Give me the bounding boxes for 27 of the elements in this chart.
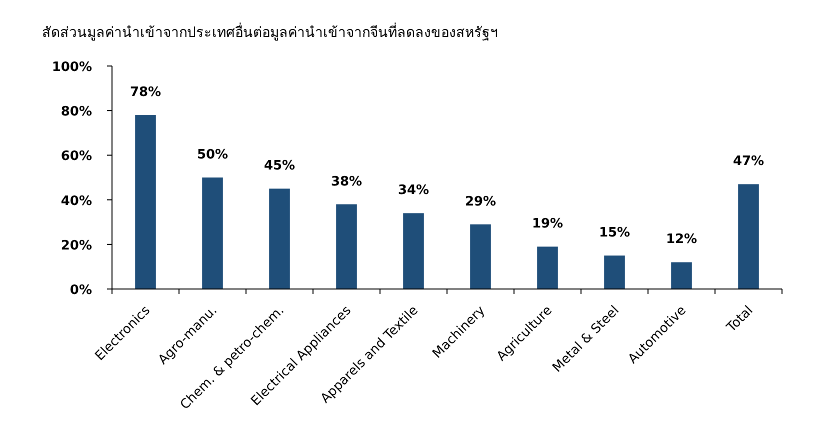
y-tick-label: 20% xyxy=(60,238,92,254)
bar xyxy=(604,256,625,289)
y-tick-label: 80% xyxy=(60,104,92,120)
data-label: 38% xyxy=(330,174,362,190)
y-tick-label: 40% xyxy=(60,194,92,209)
bar xyxy=(269,188,290,289)
data-label: 15% xyxy=(598,226,630,241)
bar xyxy=(671,262,692,289)
bar xyxy=(336,204,357,289)
bar xyxy=(537,246,558,289)
bar xyxy=(470,224,491,289)
chart-title: สัดส่วนมูลค่านำเข้าจากประเทศอื่นต่อมูลค่านำเข้าจากจีนที่ลดลงของสหรัฐฯ xyxy=(42,23,498,41)
y-tick-label: 100% xyxy=(52,60,92,75)
data-label: 45% xyxy=(264,158,296,174)
data-label: 47% xyxy=(732,154,764,170)
bar xyxy=(403,213,424,289)
data-label: 50% xyxy=(196,148,228,162)
bar xyxy=(738,184,759,289)
data-label: 34% xyxy=(398,183,430,198)
y-tick-label: 0% xyxy=(70,283,92,298)
data-label: 12% xyxy=(666,232,698,248)
bar xyxy=(135,115,156,289)
bar xyxy=(202,178,223,289)
y-tick-label: 60% xyxy=(60,149,92,164)
data-label: 29% xyxy=(464,194,496,210)
data-label: 19% xyxy=(532,216,564,232)
data-label: 78% xyxy=(130,85,162,100)
